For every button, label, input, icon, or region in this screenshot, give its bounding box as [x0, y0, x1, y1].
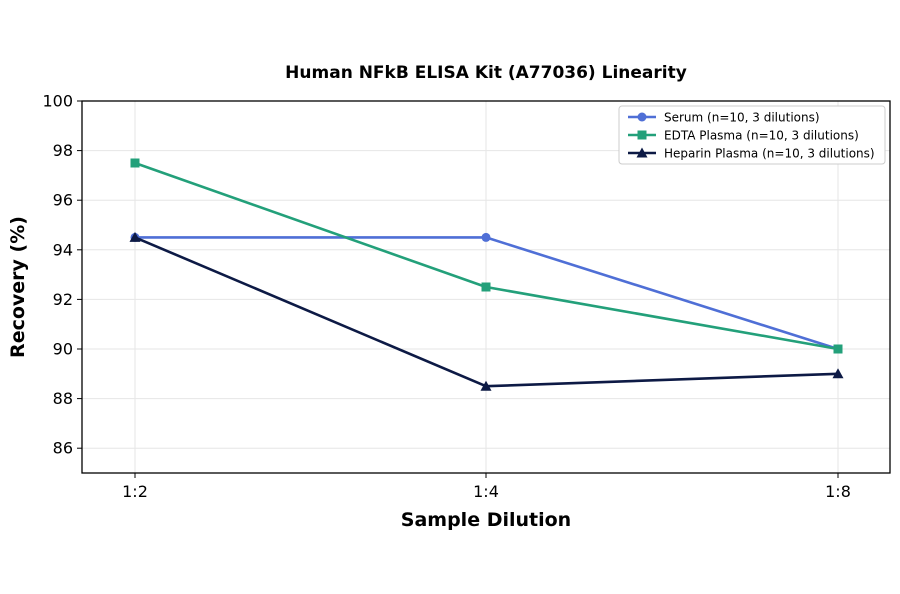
y-tick-label: 94 [53, 240, 73, 259]
data-point [481, 282, 491, 292]
y-axis: 86 88 90 92 94 96 98 100 [42, 92, 82, 458]
x-axis: 1:2 1:4 1:8 [122, 473, 851, 501]
legend-label: EDTA Plasma (n=10, 3 dilutions) [664, 129, 859, 143]
chart-title: Human NFkB ELISA Kit (A77036) Linearity [285, 63, 687, 83]
legend-label: Serum (n=10, 3 dilutions) [664, 111, 820, 125]
x-tick-label: 1:8 [825, 482, 851, 501]
legend-box [618, 105, 886, 165]
data-point [833, 344, 843, 354]
x-tick-label: 1:2 [122, 482, 148, 501]
legend-entry: Heparin Plasma (n=10, 3 dilutions) [628, 147, 875, 161]
data-point [481, 232, 491, 242]
legend-marker [637, 112, 647, 122]
y-tick-label: 86 [53, 439, 73, 458]
series-3 [129, 231, 844, 391]
x-tick-label: 1:4 [473, 482, 499, 501]
y-tick-label: 98 [53, 141, 73, 160]
legend-marker [636, 147, 648, 158]
legend-entry: EDTA Plasma (n=10, 3 dilutions) [628, 129, 859, 143]
series-group [129, 158, 844, 391]
data-point [480, 380, 492, 391]
x-axis-label: Sample Dilution [401, 509, 571, 531]
legend-marker [637, 130, 647, 140]
y-tick-label: 92 [53, 290, 73, 309]
y-tick-label: 88 [53, 389, 73, 408]
legend-label: Heparin Plasma (n=10, 3 dilutions) [664, 147, 875, 161]
data-point [130, 158, 140, 168]
y-tick-label: 96 [53, 191, 73, 210]
data-point [129, 231, 141, 242]
y-tick-label: 90 [53, 340, 73, 359]
legend: Serum (n=10, 3 dilutions) EDTA Plasma (n=… [618, 105, 886, 165]
legend-entry: Serum (n=10, 3 dilutions) [628, 111, 820, 125]
series-2 [130, 158, 843, 354]
y-tick-label: 100 [42, 92, 73, 111]
data-point [832, 368, 844, 379]
y-axis-label: Recovery (%) [7, 216, 29, 358]
